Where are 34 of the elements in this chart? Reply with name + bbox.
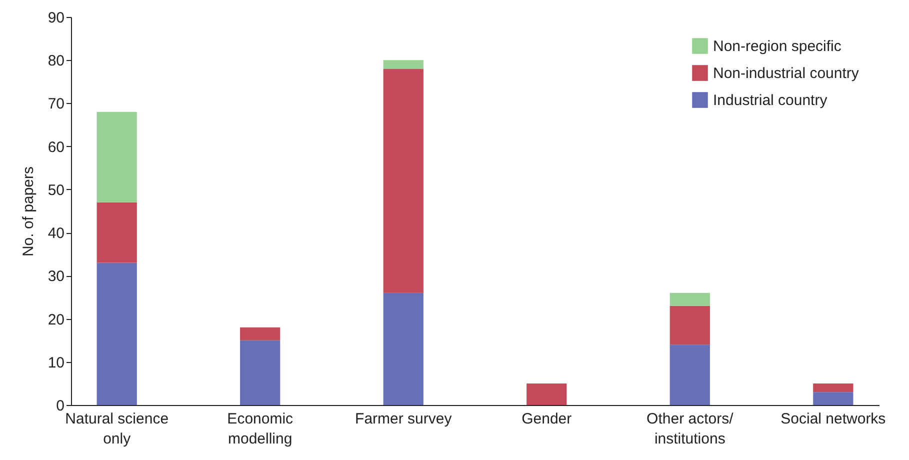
bar — [240, 327, 280, 340]
legend-label: Industrial country — [713, 92, 828, 109]
x-tick-label: Natural science only — [65, 410, 169, 448]
bar — [670, 292, 710, 306]
bar — [96, 112, 137, 202]
y-tick-label: 40 — [48, 225, 64, 242]
y-tick-label: 0 — [56, 398, 64, 414]
y-axis-title: No. of papers — [20, 166, 37, 257]
y-tick-label: 80 — [48, 52, 64, 70]
bar — [526, 383, 567, 405]
bar — [670, 306, 710, 345]
y-tick-label: 60 — [48, 138, 64, 156]
x-tick-label: Farmer survey — [355, 410, 452, 428]
bar — [96, 262, 137, 405]
x-tick-label: Social networks — [780, 410, 886, 428]
x-tick-label: Gender — [522, 410, 572, 428]
legend-label: Non-industrial country — [713, 65, 860, 82]
bar — [240, 340, 280, 405]
bar — [670, 344, 710, 405]
bar — [383, 60, 424, 69]
legend-label: Non-region specific — [713, 38, 842, 55]
bar — [813, 383, 854, 392]
y-tick-label: 70 — [48, 96, 64, 113]
y-tick-label: 50 — [48, 182, 64, 199]
y-tick-label: 90 — [48, 10, 64, 26]
x-tick-label: Other actors/ institutions — [646, 410, 734, 448]
y-tick-label: 20 — [48, 311, 64, 328]
bar — [383, 292, 424, 405]
bar — [813, 392, 854, 405]
x-tick-label: Economic modelling — [227, 410, 294, 448]
y-tick-label: 10 — [48, 354, 64, 372]
bar — [383, 68, 424, 293]
y-tick-label: 30 — [48, 268, 64, 286]
bar — [96, 202, 137, 263]
